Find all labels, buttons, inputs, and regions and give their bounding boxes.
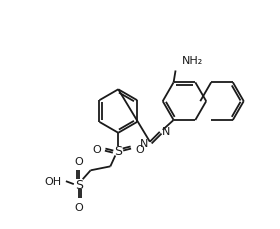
- Text: S: S: [114, 144, 122, 157]
- Text: O: O: [74, 157, 83, 167]
- Text: O: O: [135, 144, 144, 154]
- Text: N: N: [162, 126, 170, 136]
- Text: O: O: [93, 144, 101, 154]
- Text: O: O: [74, 202, 83, 212]
- Text: OH: OH: [45, 176, 62, 186]
- Text: S: S: [75, 178, 83, 191]
- Text: NH₂: NH₂: [181, 55, 203, 65]
- Text: N: N: [139, 138, 148, 148]
